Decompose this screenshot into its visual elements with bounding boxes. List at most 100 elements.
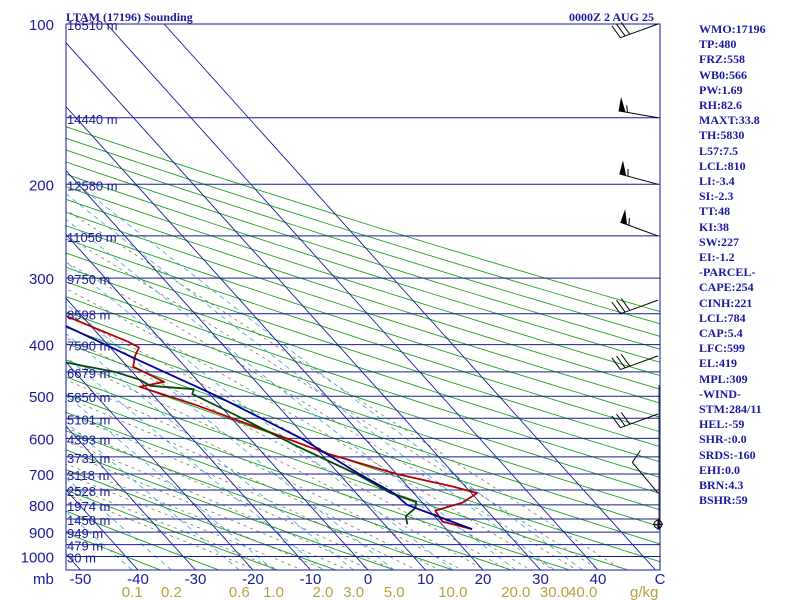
index-item: CINH:221: [699, 295, 753, 310]
mixing-ratio-line: [76, 183, 583, 570]
barb-pennant: [620, 209, 627, 225]
pressure-tick-label: 900: [29, 525, 54, 542]
height-label: 6679 m: [67, 366, 110, 381]
pressure-tick-label: 800: [29, 498, 54, 515]
barb-full: [620, 354, 631, 367]
index-item: LCL:784: [699, 310, 746, 325]
barb-shaft: [620, 355, 659, 371]
pressure-tick-label: 300: [29, 271, 54, 288]
height-label: 1974 m: [67, 499, 110, 514]
mixing-ratio-label: 2.0: [313, 584, 334, 600]
index-item: CAPE:254: [699, 280, 754, 295]
index-item: MAXT:33.8: [699, 113, 760, 128]
barb-full: [611, 415, 621, 428]
dry-adiabat: [66, 161, 660, 350]
barb-shaft: [620, 221, 659, 237]
dewpoint-line: [66, 361, 417, 525]
moist-adiabat: [66, 379, 459, 569]
index-item: CAP:5.4: [699, 326, 743, 341]
index-item: WB0:566: [699, 67, 747, 82]
barb-full: [611, 357, 621, 370]
mixing-ratio-label: 3.0: [343, 584, 364, 600]
height-label: 11050 m: [67, 230, 117, 245]
plot-frame: [65, 23, 661, 571]
height-label: 8598 m: [67, 308, 110, 323]
temperature-tick-label: 20: [475, 571, 492, 588]
moist-adiabat: [66, 397, 436, 569]
isotherm: [66, 105, 484, 570]
moist-adiabat: [66, 440, 367, 569]
parcel-line: [66, 325, 473, 530]
dry-adiabat: [66, 186, 660, 377]
barb-full: [620, 22, 631, 35]
height-label: 5101 m: [67, 412, 110, 427]
index-item: SI:-2.3: [699, 189, 734, 204]
wind-barb: [631, 450, 659, 494]
mixing-ratio-label: 1.0: [263, 584, 284, 600]
index-item: TT:48: [699, 204, 731, 219]
chart-time: 0000Z 2 AUG 25: [569, 10, 654, 24]
mixing-ratio-line: [66, 218, 517, 570]
index-item: TP:480: [699, 37, 737, 52]
mixing-ratio-line: [66, 303, 395, 570]
dry-adiabat: [66, 252, 660, 448]
dry-adiabat: [66, 198, 660, 390]
temperature-tick-label: -50: [70, 571, 92, 588]
mixing-ratio-label: 5.0: [384, 584, 405, 600]
index-item: -WIND-: [699, 386, 741, 401]
barb-shaft: [619, 173, 659, 185]
isotherm: [66, 297, 311, 570]
index-item: FRZ:558: [699, 52, 745, 67]
pressure-tick-label: 700: [29, 467, 54, 484]
barb-full: [620, 412, 631, 425]
height-label: 5850 m: [67, 390, 110, 405]
mixing-ratio-unit: g/kg: [630, 584, 658, 600]
barb-shaft: [620, 299, 659, 315]
height-label: 9750 m: [67, 272, 110, 287]
barb-shaft: [620, 23, 659, 39]
moist-adiabat: [66, 261, 574, 569]
index-item: EL:419: [699, 356, 738, 371]
wind-barb: [611, 354, 659, 371]
isotherm: [66, 425, 196, 570]
barb-half: [626, 105, 628, 113]
dry-adiabat: [66, 311, 660, 511]
index-item: EI:-1.2: [699, 250, 735, 265]
mixing-ratio-label: 20.0: [501, 584, 530, 600]
moist-adiabat: [66, 235, 597, 569]
height-label: 7590 m: [67, 339, 110, 354]
temperature-tick-label: -40: [127, 571, 149, 588]
index-item: LI:-3.4: [699, 174, 735, 189]
dry-adiabat: [66, 327, 660, 528]
index-item: SW:227: [699, 234, 740, 249]
height-label: 16510 m: [67, 18, 118, 33]
index-item: WMO:17196: [699, 22, 766, 36]
index-item: PW:1.69: [699, 82, 743, 97]
isotherm: [66, 169, 426, 570]
pressure-tick-label: 500: [29, 389, 54, 406]
index-item: KI:38: [699, 219, 729, 234]
barb-full: [616, 23, 626, 37]
wind-barb: [653, 519, 663, 530]
wind-barb: [620, 209, 659, 237]
barb-full: [620, 298, 631, 311]
isotherm: [106, 24, 599, 570]
mixing-ratio-label: 0.6: [229, 584, 250, 600]
moist-adiabat: [66, 209, 620, 569]
wind-barb: [618, 97, 659, 119]
dry-adiabat: [66, 137, 660, 325]
mixing-ratio-label: 40.0: [568, 584, 597, 600]
barb-full: [616, 355, 626, 369]
barb-shaft: [631, 462, 659, 494]
temperature-tick-label: 40: [590, 571, 607, 588]
dry-adiabat: [66, 238, 660, 433]
barb-pennant: [618, 97, 626, 113]
barb-half: [628, 218, 630, 226]
wind-barb: [611, 22, 659, 39]
temperature-tick-label: 30: [532, 571, 549, 588]
index-item: LCL:810: [699, 158, 746, 173]
barb-shaft: [618, 110, 659, 119]
mixing-ratio-line: [66, 356, 324, 570]
index-item: HEL:-59: [699, 417, 745, 432]
